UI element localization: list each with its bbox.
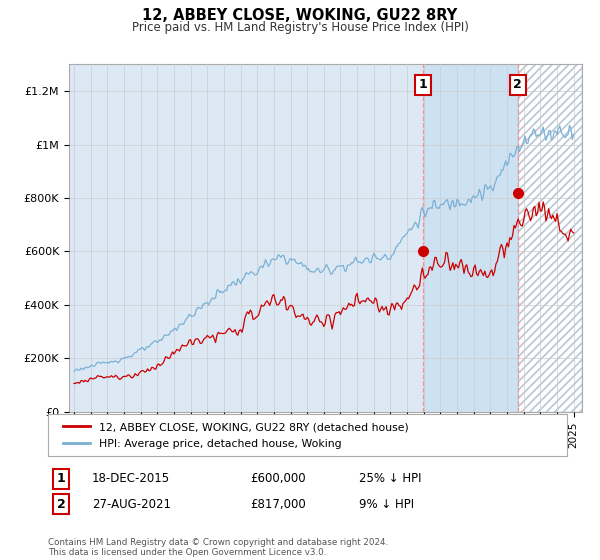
Text: 1: 1 [419, 78, 428, 91]
Text: Contains HM Land Registry data © Crown copyright and database right 2024.
This d: Contains HM Land Registry data © Crown c… [48, 538, 388, 557]
Bar [518, 64, 582, 412]
Bar [423, 64, 518, 412]
Text: 9% ↓ HPI: 9% ↓ HPI [359, 498, 415, 511]
Text: 12, ABBEY CLOSE, WOKING, GU22 8RY: 12, ABBEY CLOSE, WOKING, GU22 8RY [142, 8, 458, 24]
Text: 25% ↓ HPI: 25% ↓ HPI [359, 472, 422, 485]
Text: 2: 2 [56, 498, 65, 511]
Text: 2: 2 [514, 78, 522, 91]
Bar [518, 64, 582, 412]
Text: 1: 1 [56, 472, 65, 485]
Text: 18-DEC-2015: 18-DEC-2015 [92, 472, 170, 485]
Text: £600,000: £600,000 [250, 472, 306, 485]
Text: 27-AUG-2021: 27-AUG-2021 [92, 498, 171, 511]
Text: £817,000: £817,000 [250, 498, 306, 511]
Text: Price paid vs. HM Land Registry's House Price Index (HPI): Price paid vs. HM Land Registry's House … [131, 21, 469, 34]
Legend: 12, ABBEY CLOSE, WOKING, GU22 8RY (detached house), HPI: Average price, detached: 12, ABBEY CLOSE, WOKING, GU22 8RY (detac… [59, 418, 413, 453]
